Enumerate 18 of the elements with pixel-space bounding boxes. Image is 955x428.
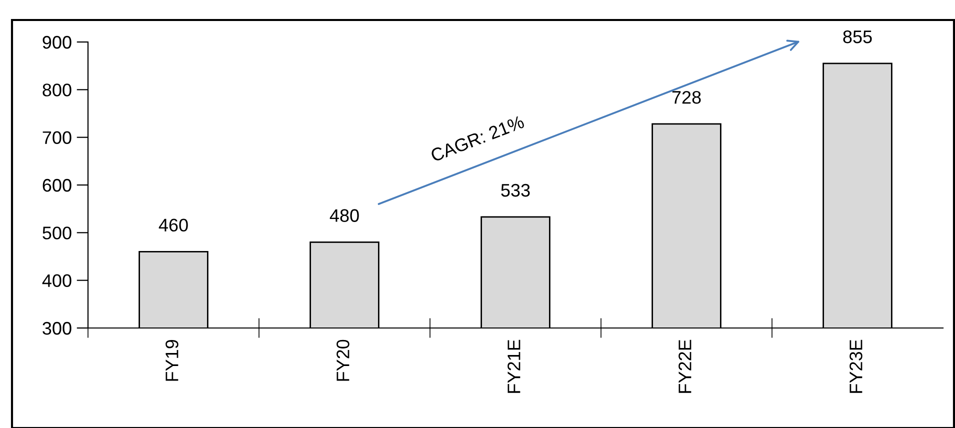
y-tick-label: 600 bbox=[42, 178, 72, 192]
x-tick-label: FY19 bbox=[166, 340, 178, 381]
x-tick-label: FY22E bbox=[678, 340, 692, 393]
data-label: 855 bbox=[843, 30, 872, 44]
data-label: 480 bbox=[330, 209, 359, 222]
y-tick-label: 700 bbox=[42, 131, 72, 144]
x-tick-label: FY20 bbox=[336, 340, 350, 381]
y-tick-label: 800 bbox=[42, 84, 72, 96]
y-tick-label: 500 bbox=[42, 226, 72, 240]
x-tick-label: FY21E bbox=[508, 340, 520, 393]
annotation: CAGR: 21% bbox=[430, 115, 525, 162]
data-label: 533 bbox=[501, 184, 530, 197]
data-label: 460 bbox=[158, 218, 188, 232]
y-tick-label: 900 bbox=[42, 36, 72, 49]
y-tick-label: 400 bbox=[42, 274, 72, 288]
x-tick-label: FY23E bbox=[850, 340, 862, 393]
data-label: 728 bbox=[672, 90, 701, 104]
y-tick-label: 300 bbox=[42, 322, 72, 335]
